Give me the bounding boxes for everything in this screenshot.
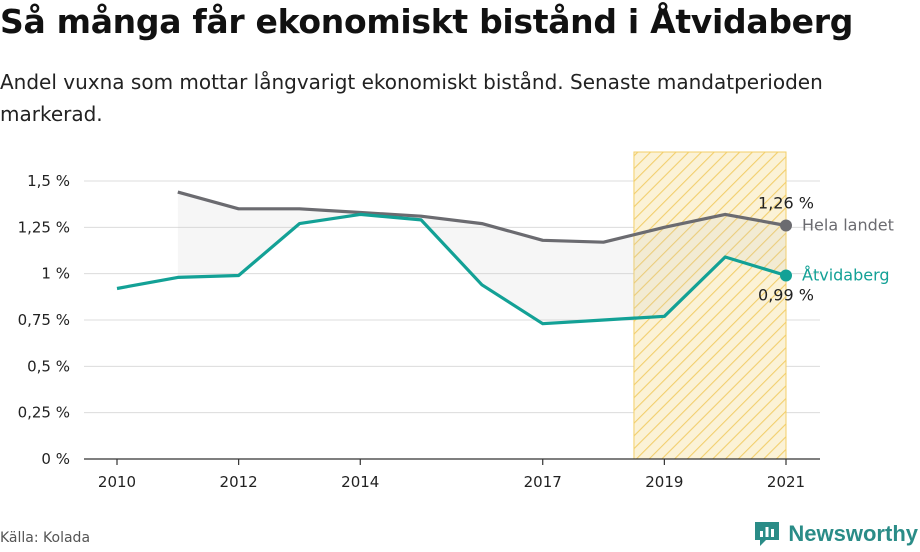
series-value-label: 1,26 % [758, 193, 814, 212]
series-name-label: Hela landet [802, 215, 894, 234]
x-tick-label: 2019 [645, 473, 683, 491]
newsworthy-logo-icon [755, 522, 780, 546]
series-value-label: 0,99 % [758, 286, 814, 305]
chart-title: Så många får ekonomiskt bistånd i Åtvida… [0, 2, 854, 41]
x-tick-label: 2021 [767, 473, 805, 491]
x-tick-label: 2014 [341, 473, 379, 491]
y-tick-label: 0,5 % [27, 357, 70, 375]
series-line [177, 190, 787, 244]
series-end-point [780, 269, 792, 282]
series-end-point [780, 219, 792, 232]
series-name-label: Åtvidaberg [802, 266, 890, 285]
y-tick-label: 1 % [41, 265, 70, 283]
chart-subtitle: Andel vuxna som mottar långvarigt ekonom… [0, 70, 823, 126]
y-tick-label: 0,75 % [18, 311, 70, 329]
y-tick-label: 1,5 % [27, 172, 70, 190]
newsworthy-brand[interactable]: Newsworthy [752, 518, 918, 550]
source-note: Källa: Kolada [0, 530, 91, 546]
mandate-period-highlight [633, 151, 787, 460]
series-layer [116, 190, 792, 326]
brand-name: Newsworthy [788, 521, 918, 546]
y-tick-label: 1,25 % [18, 218, 70, 236]
y-axis: 0 % 0,25 % 0,5 % 0,75 % 1 % 1,25 % 1,5 % [18, 172, 70, 468]
series-line [116, 212, 787, 326]
x-tick-label: 2012 [220, 473, 258, 491]
y-tick-label: 0 % [41, 450, 70, 468]
x-tick-label: 2010 [98, 473, 136, 491]
y-tick-label: 0,25 % [18, 404, 70, 422]
x-axis: 2010 2012 2014 2017 2019 2021 [84, 458, 820, 491]
x-tick-label: 2017 [524, 473, 562, 491]
gap-area [177, 192, 787, 324]
